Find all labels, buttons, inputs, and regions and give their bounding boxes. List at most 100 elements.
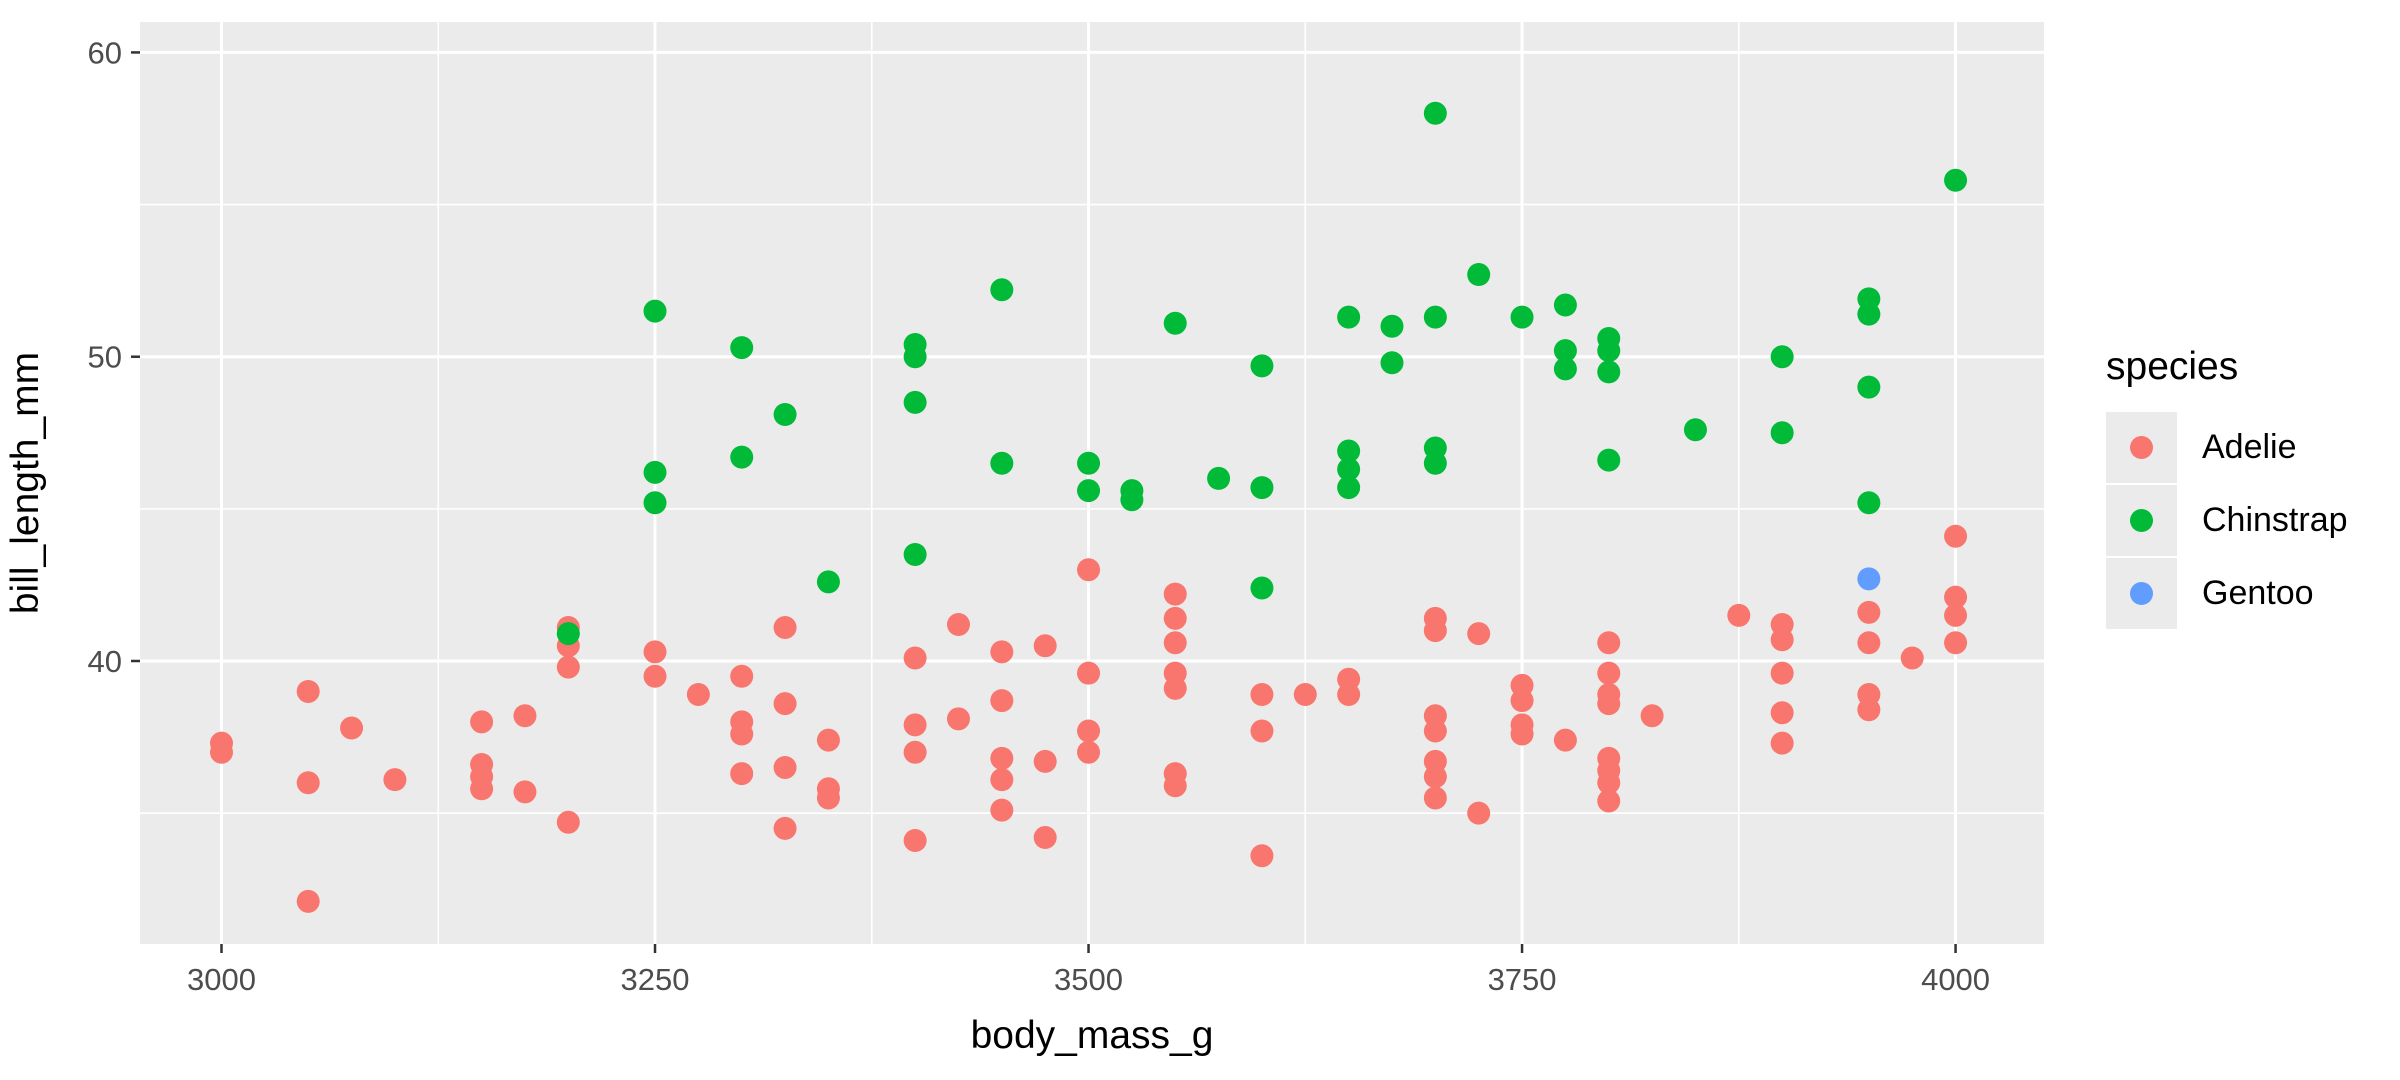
data-point [1510,305,1534,329]
data-point [1944,585,1968,609]
legend: species Adelie Chinstrap Gentoo [2106,346,2348,629]
data-point [1770,345,1794,369]
data-point [1250,844,1274,868]
legend-dot-chinstrap-icon [2130,509,2153,532]
data-point [990,798,1014,822]
data-point [1163,582,1187,606]
data-point [1423,619,1447,643]
svg-text:50: 50 [88,340,122,375]
legend-key-gentoo [2106,558,2177,629]
data-point [1857,600,1881,624]
data-point [1423,719,1447,743]
data-point [1120,488,1144,512]
data-point [1077,558,1101,582]
data-point [1467,801,1491,825]
data-point [1900,646,1924,670]
points-adelie [210,524,1968,913]
data-point [773,756,797,780]
data-point [1163,311,1187,335]
legend-item-chinstrap: Chinstrap [2106,485,2348,556]
data-point [1944,524,1968,548]
svg-text:60: 60 [88,35,122,70]
legend-key-chinstrap [2106,485,2177,556]
data-point [210,740,234,764]
data-point [383,768,407,792]
data-point [773,816,797,840]
data-point [1337,457,1361,481]
data-point [990,451,1014,475]
data-point [1250,682,1274,706]
svg-text:3750: 3750 [1488,962,1557,997]
gridlines-minor [140,22,2044,944]
legend-item-gentoo: Gentoo [2106,558,2348,629]
data-point [1467,263,1491,287]
data-point [1207,466,1231,490]
data-point [1077,661,1101,685]
data-point [1423,451,1447,475]
data-point [1033,634,1057,658]
data-point [1597,771,1621,795]
data-point [1683,418,1707,442]
data-point [816,786,840,810]
data-point [1597,339,1621,363]
data-point [1163,631,1187,655]
data-point [1553,728,1577,752]
points-gentoo [1857,567,1881,591]
data-point [1770,421,1794,445]
data-point [730,762,754,786]
data-point [1857,698,1881,722]
data-point [513,704,537,728]
data-point [1857,302,1881,326]
data-point [1033,749,1057,773]
data-point [990,768,1014,792]
data-point [470,777,494,801]
data-point [1250,719,1274,743]
data-point [730,664,754,688]
y-axis-title: bill_length_mm [4,352,47,614]
data-point [730,336,754,360]
data-point [903,390,927,414]
data-point [1163,606,1187,630]
data-point [1770,628,1794,652]
data-point [1597,789,1621,813]
data-point [1553,293,1577,317]
data-point [990,640,1014,664]
legend-label-chinstrap: Chinstrap [2202,501,2348,539]
data-point [1857,375,1881,399]
legend-label-adelie: Adelie [2202,428,2297,466]
data-point [1380,351,1404,375]
data-point [1077,451,1101,475]
data-point [990,278,1014,302]
legend-item-adelie: Adelie [2106,412,2348,483]
data-point [1250,354,1274,378]
data-point [1033,825,1057,849]
data-point [1597,661,1621,685]
data-point [1857,567,1881,591]
data-point [1510,689,1534,713]
data-point [946,612,970,636]
data-point [556,622,580,646]
data-point [1770,661,1794,685]
svg-text:4000: 4000 [1921,962,1990,997]
legend-key-adelie [2106,412,2177,483]
legend-dot-gentoo-icon [2130,582,2153,605]
data-point [990,746,1014,770]
data-point [1293,682,1317,706]
data-point [1337,439,1361,463]
data-point [1510,722,1534,746]
data-point [816,728,840,752]
data-point [470,710,494,734]
data-point [1770,731,1794,755]
data-point [1423,765,1447,789]
data-point [1337,682,1361,706]
svg-text:3500: 3500 [1054,962,1123,997]
data-point [1423,305,1447,329]
legend-title: species [2106,345,2239,388]
data-point [1250,576,1274,600]
data-point [903,646,927,670]
data-point [730,722,754,746]
data-point [903,543,927,567]
data-point [643,664,667,688]
data-point [903,345,927,369]
